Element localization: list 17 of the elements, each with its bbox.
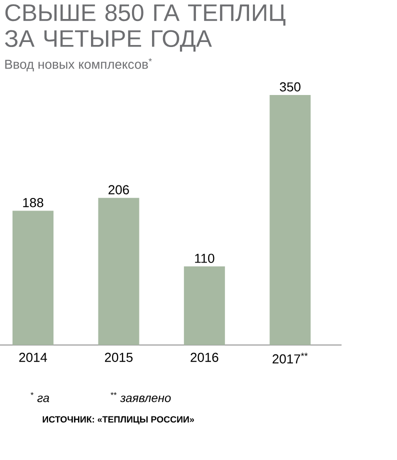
data-label: 350 [280,82,300,92]
text: $^{**}$ заявлено [110,392,171,402]
text: $^{*}$ га [30,392,50,402]
x-tick-label: 2016 [190,352,218,362]
bar [270,95,311,346]
data-label: 110 [195,254,214,263]
x-tick-label: 2015 [104,352,133,362]
x-tick-label: 2017$^{**}$ [272,352,308,364]
text: ИСТОЧНИК: «ТЕПЛИЦЫ РОССИИ» [42,416,194,424]
bar [184,266,225,346]
bar [98,198,140,346]
x-tick-label: 2014 [19,352,48,362]
data-label: 206 [108,185,129,194]
chart-subtitle: Ввод новых комплексов$^{*}$ [5,58,152,72]
bar [12,210,54,346]
data-label: 188 [23,198,44,208]
chart-title: СВЫШЕ 850 ГА ТЕПЛИЦ ЗА ЧЕТЫРЕ ГОДА [4,4,286,52]
